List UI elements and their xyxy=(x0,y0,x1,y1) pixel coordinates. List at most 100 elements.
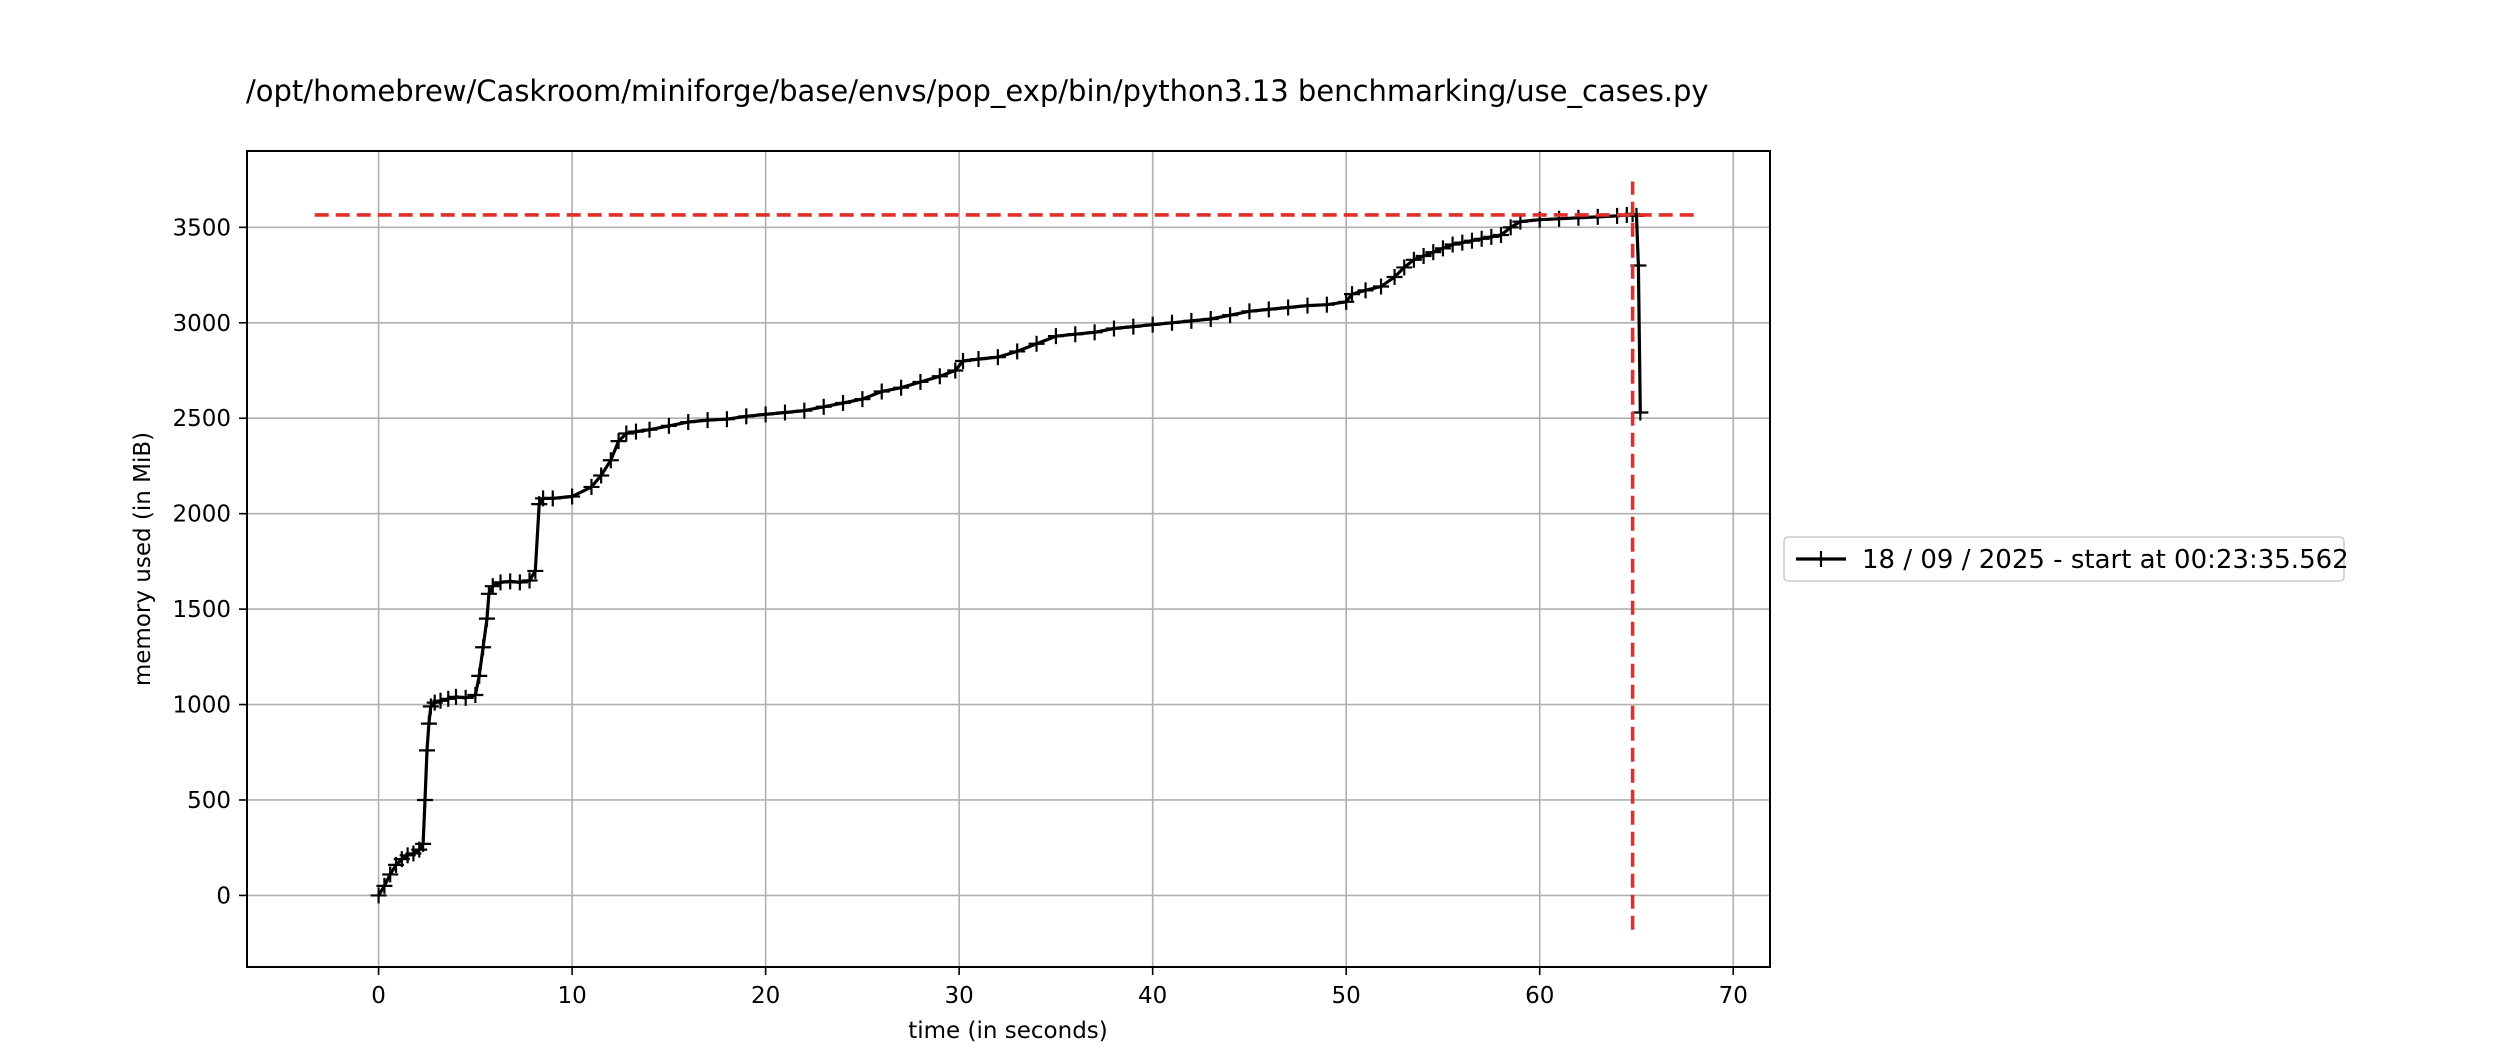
data-point xyxy=(947,362,964,379)
data-point xyxy=(618,425,635,442)
data-point xyxy=(641,421,658,438)
data-point xyxy=(440,690,457,707)
x-axis-ticks: 0 10 20 30 40 50 60 70 xyxy=(371,967,1748,1009)
data-point xyxy=(1632,404,1649,421)
data-point xyxy=(471,667,488,684)
x-tick-label: 20 xyxy=(751,983,780,1009)
y-tick-label: 1500 xyxy=(172,597,231,623)
data-point xyxy=(1125,318,1142,335)
data-point xyxy=(1260,301,1277,318)
series-layer xyxy=(370,205,1649,904)
y-tick-label: 1000 xyxy=(172,693,231,719)
data-point xyxy=(1570,209,1587,226)
data-point xyxy=(415,835,432,852)
data-point xyxy=(1280,299,1297,316)
data-point xyxy=(1483,228,1500,245)
data-point xyxy=(544,490,561,507)
data-point xyxy=(1299,297,1316,314)
data-point xyxy=(1047,328,1064,345)
data-point xyxy=(1318,296,1335,313)
legend-box xyxy=(1783,536,2345,582)
data-point xyxy=(1396,259,1413,276)
data-point xyxy=(484,578,501,595)
data-point xyxy=(370,887,387,904)
data-point xyxy=(1493,226,1510,243)
x-tick-label: 0 xyxy=(371,983,386,1009)
data-point xyxy=(1463,232,1480,249)
plot-frame xyxy=(246,150,1771,968)
y-tick-label: 500 xyxy=(187,788,231,814)
data-point xyxy=(970,351,987,368)
x-tick-label: 40 xyxy=(1138,983,1167,1009)
data-point xyxy=(989,349,1006,366)
y-tick-label: 3500 xyxy=(172,215,231,241)
data-point xyxy=(478,610,495,627)
data-point xyxy=(776,404,793,421)
data-point xyxy=(757,406,774,423)
data-point xyxy=(1415,247,1432,264)
y-axis-ticks: 0 500 1000 1500 2000 2500 3000 3500 xyxy=(172,215,247,909)
data-point xyxy=(1502,219,1519,236)
data-point xyxy=(1164,314,1181,331)
data-point xyxy=(1067,326,1084,343)
data-point xyxy=(1405,251,1422,268)
data-point xyxy=(796,402,813,419)
data-point xyxy=(699,412,716,429)
data-point xyxy=(1028,335,1045,352)
data-point xyxy=(854,391,871,408)
data-point xyxy=(955,352,972,369)
data-point xyxy=(1589,208,1606,225)
y-axis-label: memory used (in MiB) xyxy=(130,432,156,686)
series-line xyxy=(377,212,1642,897)
data-point xyxy=(475,639,492,656)
data-point xyxy=(1357,282,1374,299)
data-point xyxy=(1105,320,1122,337)
data-point xyxy=(420,715,437,732)
x-tick-label: 30 xyxy=(945,983,974,1009)
data-point xyxy=(1144,316,1161,333)
data-point xyxy=(1343,286,1360,303)
legend: 18 / 09 / 2025 - start at 00:23:35.562 xyxy=(1783,536,2349,582)
data-point xyxy=(912,373,929,390)
y-tick-label: 0 xyxy=(216,883,231,909)
peak-layer xyxy=(314,181,1701,930)
data-point xyxy=(1454,234,1471,251)
grid xyxy=(247,151,1770,967)
data-point xyxy=(627,423,644,440)
data-point xyxy=(835,394,852,411)
data-point xyxy=(467,687,484,703)
data-point xyxy=(382,866,399,883)
data-point xyxy=(1473,230,1490,247)
data-point xyxy=(417,791,434,808)
legend-entry-label: 18 / 09 / 2025 - start at 00:23:35.562 xyxy=(1862,545,2349,575)
y-tick-label: 2500 xyxy=(172,406,231,432)
data-point xyxy=(1222,307,1239,324)
x-tick-label: 50 xyxy=(1332,983,1361,1009)
data-point xyxy=(931,368,948,385)
chart-title: /opt/homebrew/Caskroom/miniforge/base/en… xyxy=(246,74,1709,108)
data-point xyxy=(1202,310,1219,327)
x-tick-label: 70 xyxy=(1719,983,1748,1009)
data-point xyxy=(564,488,581,505)
data-point xyxy=(1434,240,1451,257)
data-point xyxy=(418,742,435,759)
data-point xyxy=(457,689,474,706)
data-point xyxy=(893,379,910,396)
data-point xyxy=(680,414,697,431)
x-axis-label: time (in seconds) xyxy=(908,1018,1108,1044)
data-point xyxy=(583,478,600,495)
data-point xyxy=(718,411,735,428)
data-point xyxy=(422,698,439,715)
data-point xyxy=(1425,244,1442,261)
data-point xyxy=(432,692,449,709)
data-point xyxy=(1183,312,1200,329)
data-point xyxy=(738,408,755,425)
data-point xyxy=(511,574,528,591)
data-point xyxy=(610,433,627,450)
data-point xyxy=(480,585,497,602)
data-point xyxy=(1086,324,1103,341)
y-tick-label: 3000 xyxy=(172,311,231,337)
data-point xyxy=(815,398,832,415)
data-point xyxy=(376,877,393,894)
